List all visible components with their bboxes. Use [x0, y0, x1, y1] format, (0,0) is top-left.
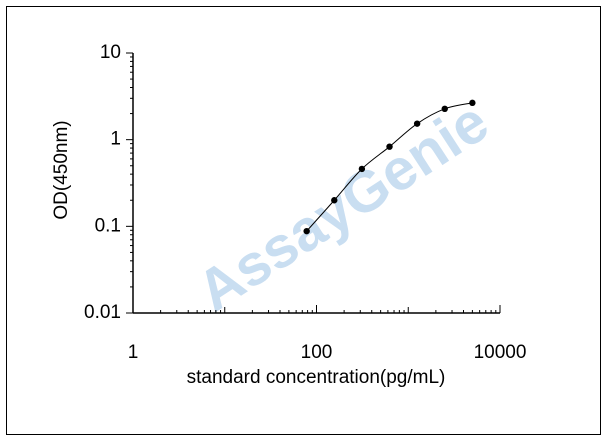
watermark: AssayGenie [186, 89, 500, 324]
y-tick-label: 1 [110, 129, 121, 150]
y-axis-label: OD(450nm) [51, 120, 72, 219]
x-tick-label: 100 [301, 342, 333, 363]
point [469, 99, 476, 107]
x-tick-label: 1 [128, 342, 139, 363]
point [386, 143, 393, 150]
y-tick-label: 0.01 [84, 302, 121, 323]
point [413, 120, 421, 127]
x-tick-label: 10000 [474, 342, 527, 363]
y-tick-label: 0.1 [95, 215, 121, 236]
point [441, 105, 448, 113]
point [358, 165, 366, 173]
frame [6, 6, 601, 435]
point [331, 197, 338, 204]
x-axis-label: standard concentration(pg/mL) [187, 367, 446, 388]
y-tick-label: 10 [100, 42, 121, 63]
point [303, 227, 310, 235]
